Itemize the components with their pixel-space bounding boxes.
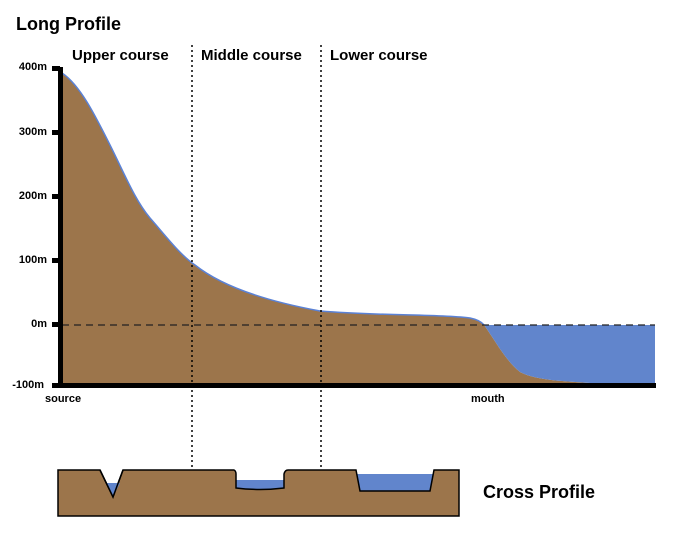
lower-channel-water [357,474,433,491]
sea-water [484,325,655,383]
source-label: source [45,393,82,405]
land-profile [62,73,655,383]
y-axis [58,67,63,387]
y-tick-0: 0m [31,318,47,330]
cross-profile [57,469,460,517]
cross-profile-title: Cross Profile [483,482,596,502]
y-tick-minus-100: -100m [12,379,44,391]
y-tick-200: 200m [18,190,47,202]
y-tick-100: 100m [18,254,47,266]
cross-section-land [57,469,460,517]
river-surface-line [61,72,485,326]
long-profile-title: Long Profile [16,14,121,34]
section-label-middle: Middle course [201,47,302,64]
y-tick-marks [52,66,60,388]
section-label-upper: Upper course [72,47,169,64]
section-label-lower: Lower course [330,47,428,64]
x-axis [58,383,656,388]
middle-channel-water [236,480,284,490]
y-tick-300: 300m [18,126,47,138]
mouth-label: mouth [471,393,505,405]
y-tick-400: 400m [18,61,47,73]
